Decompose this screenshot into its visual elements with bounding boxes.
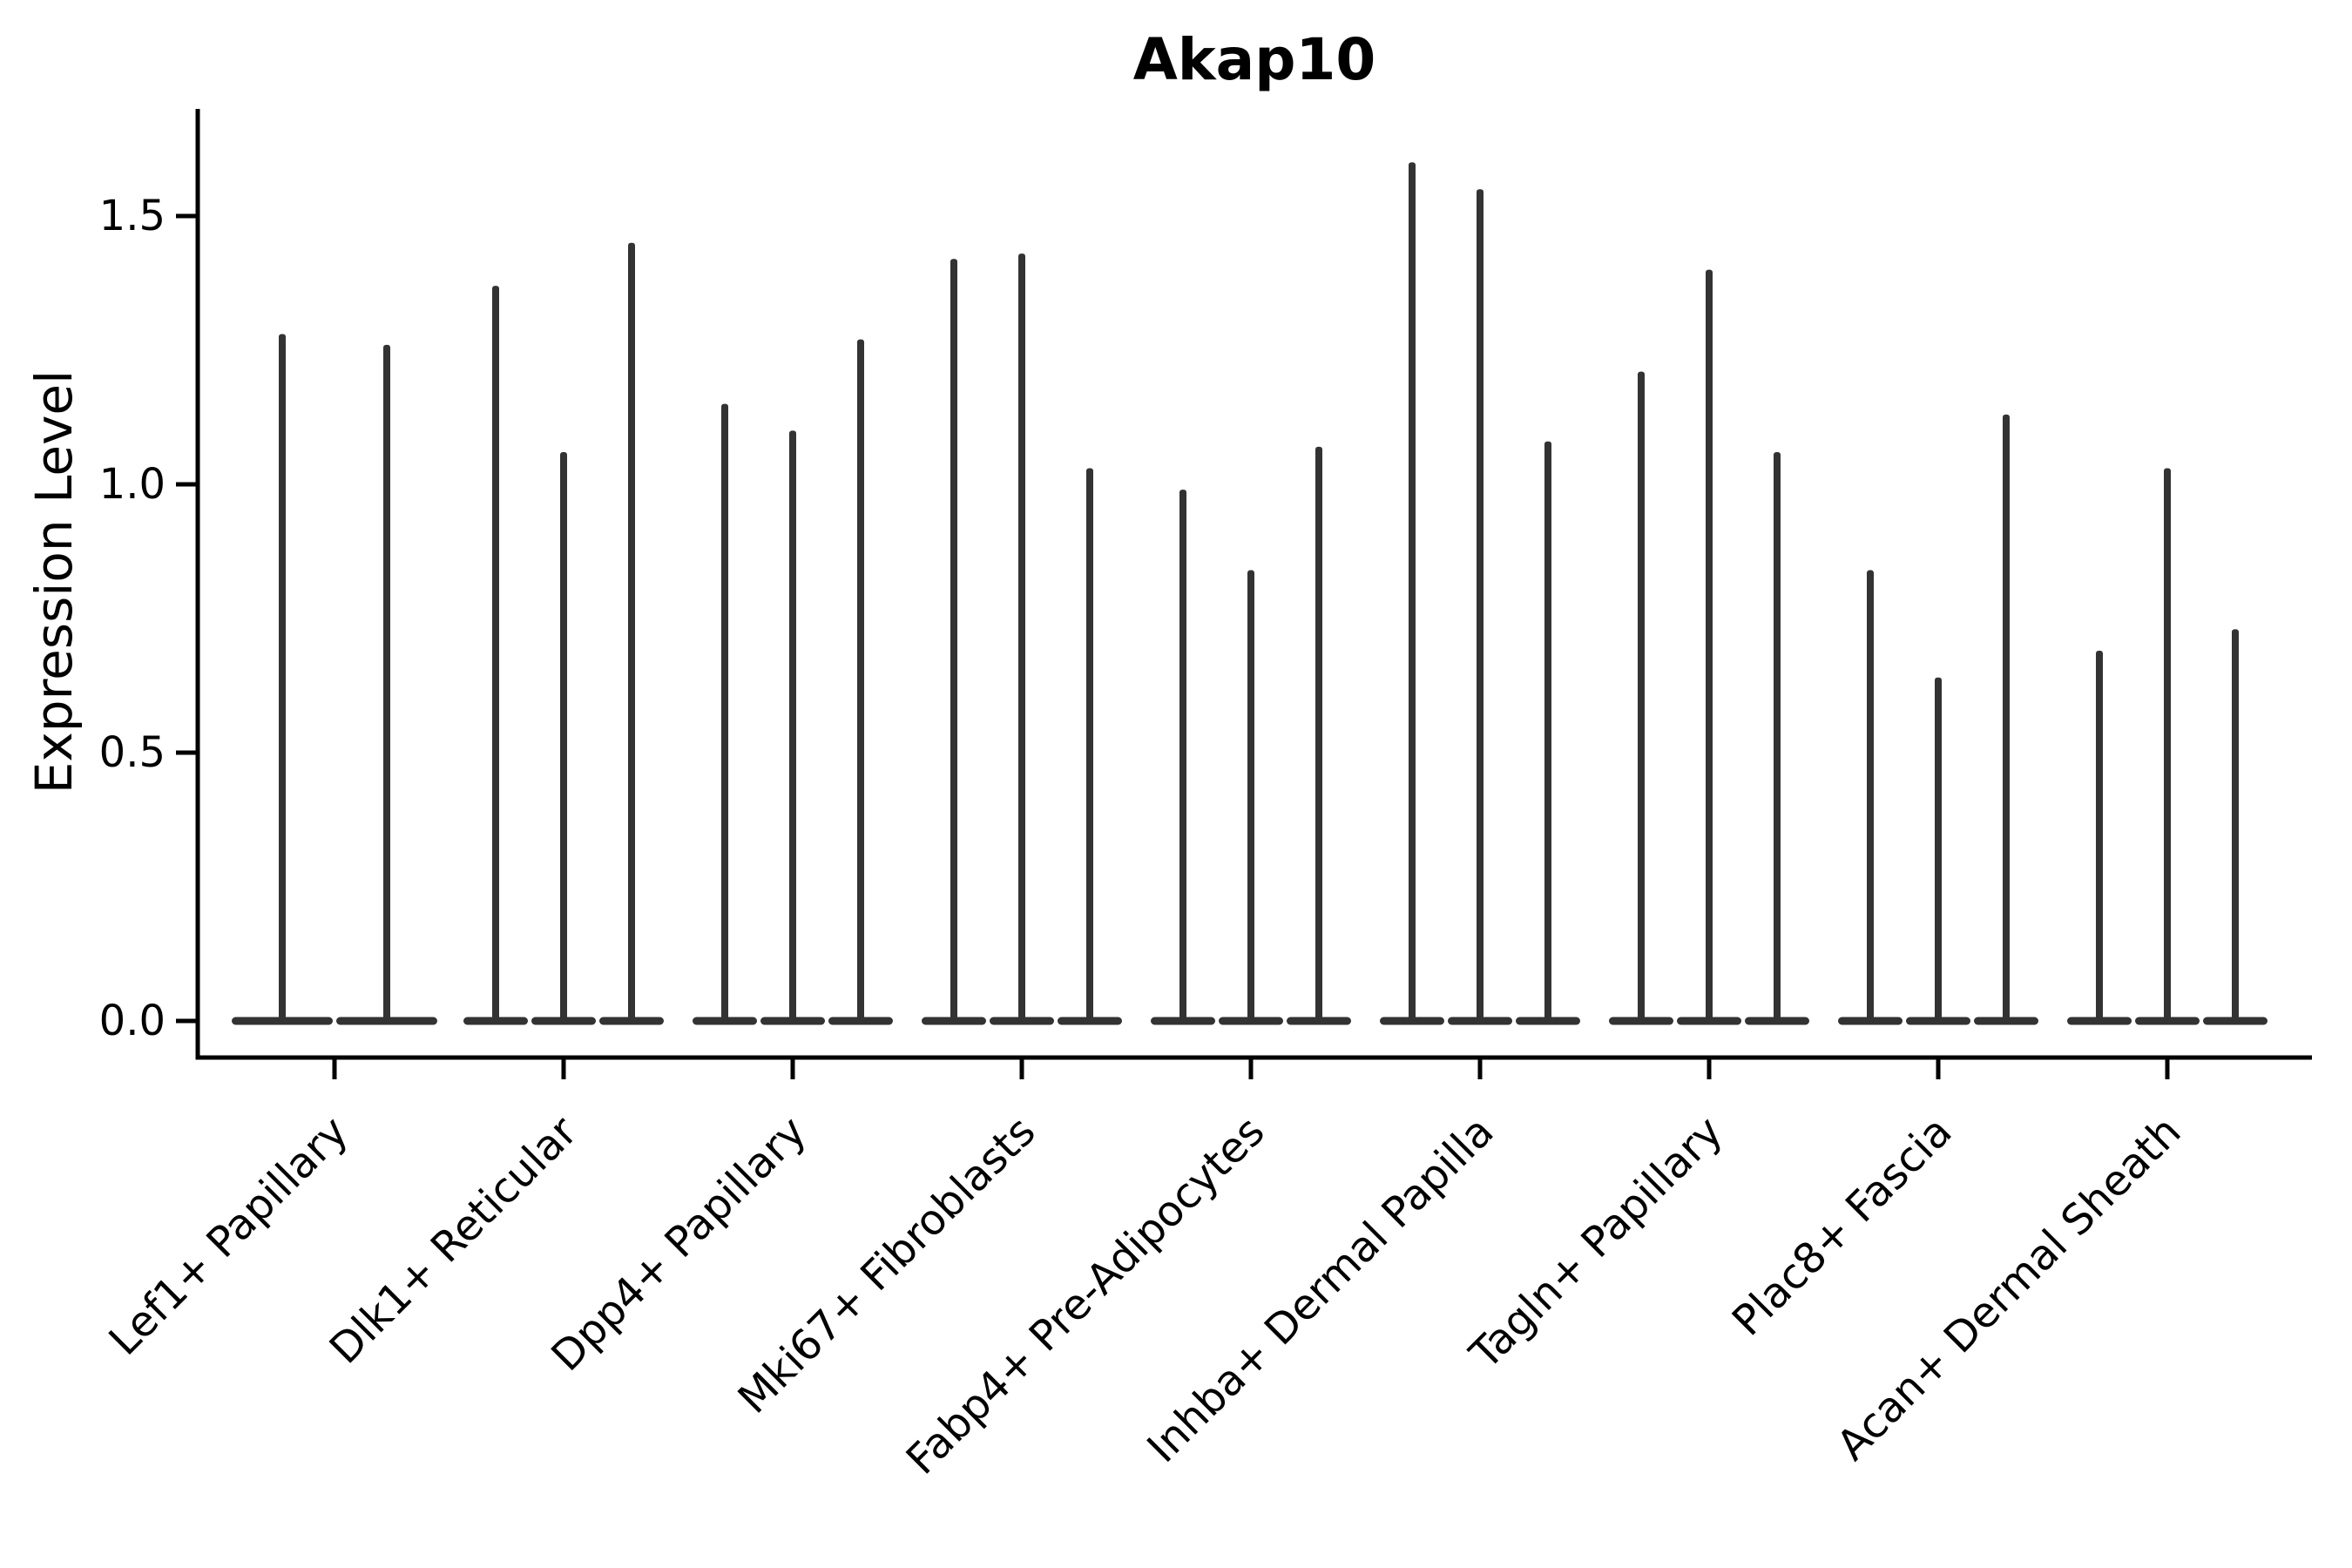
violin-spike [1315, 446, 1322, 1025]
violin-spike [1867, 570, 1874, 1025]
violin-spike [721, 403, 728, 1025]
x-tick-label: Plac8+ Fascia [1723, 1107, 1962, 1346]
violin-spike [1477, 189, 1484, 1025]
violin-spike [950, 259, 957, 1025]
violin-spike [789, 430, 796, 1025]
violin-spike [2164, 468, 2171, 1025]
violin-spike [1409, 162, 1416, 1025]
violin-spike [1179, 490, 1186, 1025]
violin-spike [857, 339, 864, 1025]
violin-spike [1774, 452, 1781, 1025]
violin-spike [1544, 441, 1551, 1025]
y-axis-label: Expression Level [24, 369, 84, 794]
violin-spike [1247, 570, 1254, 1025]
violin-spike [2096, 650, 2103, 1025]
violin-spike [560, 452, 567, 1025]
violin-spike [2003, 414, 2010, 1025]
x-tick-label: Dlk1+ Reticular [321, 1107, 587, 1374]
violin-spike [1706, 269, 1713, 1025]
x-tick-label: Dpp4+ Papillary [542, 1107, 815, 1381]
violin-spike [492, 286, 499, 1025]
y-tick-label: 0.5 [99, 728, 166, 777]
violin-spike [383, 344, 390, 1025]
x-tick-label: Lef1+ Papillary [100, 1107, 358, 1365]
violin-spike [1018, 253, 1025, 1025]
violin-spike [628, 242, 635, 1025]
y-tick-label: 0.0 [99, 997, 166, 1045]
violin-spike [279, 334, 286, 1025]
x-tick-label: Tagln+ Papillary [1460, 1107, 1732, 1379]
y-tick-label: 1.0 [99, 460, 166, 509]
plot-title: Akap10 [1132, 26, 1376, 93]
violin-spike [1935, 677, 1942, 1025]
violin-spike [1086, 468, 1093, 1025]
violin-spike [1638, 371, 1645, 1025]
y-tick-label: 1.5 [99, 192, 166, 240]
violin-spike [2232, 629, 2239, 1025]
